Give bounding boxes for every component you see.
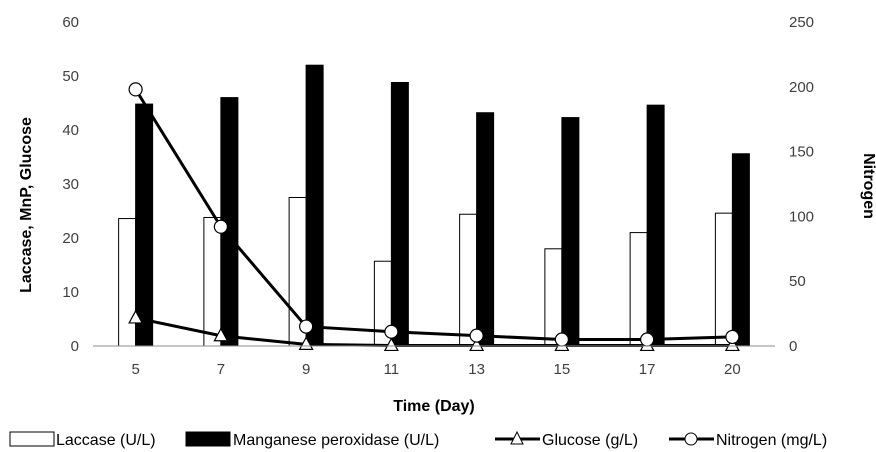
- x-axis-title: Time (Day): [393, 398, 475, 415]
- left-axis-ticks: 0 10 20 30 40 50 60: [62, 14, 79, 355]
- x-tick-label: 20: [724, 361, 741, 378]
- series-markers: [128, 82, 740, 352]
- y-tick-label: 50: [62, 68, 79, 85]
- laccase-bar: [544, 248, 563, 347]
- x-tick-label: 13: [468, 361, 485, 378]
- y2-tick-label: 200: [789, 79, 814, 96]
- nitrogen-point: [213, 219, 228, 234]
- y2-tick-label: 0: [789, 338, 797, 355]
- legend-mnp-swatch: [185, 431, 231, 447]
- laccase-bar: [118, 218, 137, 347]
- laccase-bar: [629, 232, 648, 347]
- laccase-bar: [459, 213, 478, 347]
- y2-tick-label: 250: [789, 14, 814, 31]
- y2-tick-label: 150: [789, 144, 814, 161]
- legend-glucose-marker: [510, 430, 524, 445]
- legend-nitrogen-label: Nitrogen (mg/L): [716, 432, 827, 449]
- y-tick-label: 10: [62, 284, 79, 301]
- glucose-point: [213, 327, 229, 342]
- mnp-bar: [646, 104, 665, 347]
- x-tick-label: 5: [131, 361, 139, 378]
- legend-laccase-label: Laccase (U/L): [56, 432, 156, 449]
- y-tick-label: 60: [62, 14, 79, 31]
- right-axis-ticks: 0 50 100 150 200 250: [789, 14, 814, 355]
- nitrogen-point: [640, 332, 655, 347]
- series-lines: [134, 88, 733, 347]
- x-tick-label: 15: [554, 361, 571, 378]
- x-tick-label: 9: [302, 361, 310, 378]
- mnp-bar: [390, 81, 409, 347]
- y2-tick-label: 50: [789, 273, 806, 290]
- mnp-bar: [135, 103, 154, 347]
- glucose-point: [469, 337, 485, 352]
- laccase-bar: [203, 216, 222, 347]
- y-tick-label: 40: [62, 122, 79, 139]
- legend-laccase-swatch: [9, 431, 55, 447]
- mnp-bar: [476, 112, 495, 347]
- y-tick-label: 30: [62, 176, 79, 193]
- glucose-point: [724, 337, 740, 352]
- bars: [118, 64, 750, 347]
- mnp-bar: [731, 153, 750, 347]
- legend-mnp-label: Manganese peroxidase (U/L): [233, 432, 439, 449]
- nitrogen-point: [384, 324, 399, 339]
- legend-nitrogen-marker: [684, 432, 698, 446]
- nitrogen-point: [299, 319, 314, 334]
- x-tick-label: 11: [384, 361, 400, 378]
- legend-glucose-label: Glucose (g/L): [542, 432, 638, 449]
- nitrogen-point: [469, 328, 484, 343]
- y2-axis-title: Nitrogen: [860, 153, 876, 219]
- y-tick-label: 0: [71, 338, 79, 355]
- nitrogen-line: [134, 88, 733, 342]
- x-tick-label: 17: [639, 361, 656, 378]
- nitrogen-point: [554, 332, 569, 347]
- glucose-line: [135, 316, 733, 347]
- nitrogen-point: [725, 329, 740, 345]
- glucose-point: [383, 337, 399, 352]
- y-axis-title: Laccase, MnP, Glucose: [18, 117, 35, 293]
- legend: Laccase (U/L) Manganese peroxidase (U/L)…: [9, 430, 827, 449]
- nitrogen-point: [128, 82, 143, 97]
- y-tick-label: 20: [62, 230, 79, 247]
- y2-tick-label: 100: [789, 208, 814, 225]
- mnp-bar: [305, 64, 324, 347]
- mnp-bar: [561, 117, 580, 347]
- glucose-point: [128, 309, 144, 324]
- laccase-bar: [714, 212, 733, 347]
- x-axis-ticks: 5 7 9 11 13 15 17 20: [131, 361, 740, 378]
- x-tick-label: 7: [217, 361, 225, 378]
